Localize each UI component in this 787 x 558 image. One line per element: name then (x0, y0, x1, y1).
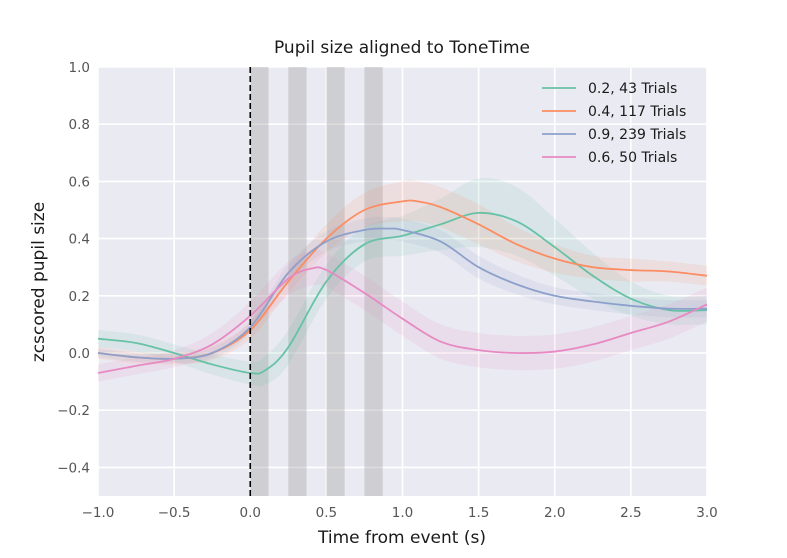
x-tick-label: 0.0 (240, 505, 261, 521)
x-tick-label: 0.5 (316, 505, 337, 521)
error-band (98, 250, 707, 382)
y-tick-label: 0.4 (69, 232, 90, 248)
legend-label: 0.4, 117 Trials (588, 104, 686, 120)
shaded-windows (250, 67, 383, 496)
x-tick-label: 2.0 (544, 505, 565, 521)
x-axis-label: Time from event (s) (317, 528, 486, 548)
x-tick-label: 1.0 (392, 505, 413, 521)
error-band (98, 180, 707, 365)
shaded-window (364, 67, 383, 496)
chart-title: Pupil size aligned to ToneTime (274, 38, 530, 58)
x-tick-label: 3.0 (696, 505, 717, 521)
y-tick-label: 0.0 (69, 346, 90, 362)
legend-label: 0.9, 239 Trials (588, 127, 686, 143)
series-line (97, 227, 708, 360)
y-tick-label: 1.0 (69, 60, 90, 76)
shaded-window (250, 67, 269, 496)
series-lines (97, 199, 708, 375)
series-line (97, 266, 708, 374)
series-line (97, 211, 708, 375)
grid (97, 66, 708, 496)
y-tick-label: 0.2 (69, 289, 90, 305)
x-tick-label: 2.5 (620, 505, 641, 521)
y-tick-label: −0.2 (57, 403, 90, 419)
x-tick-label: −0.5 (158, 505, 191, 521)
legend-label: 0.2, 43 Trials (588, 81, 677, 97)
shaded-window (326, 67, 345, 496)
error-band (98, 178, 707, 387)
legend: 0.2, 43 Trials 0.4, 117 Trials 0.9, 239 Tr… (542, 81, 686, 166)
x-tick-label: 1.5 (468, 505, 489, 521)
tick-labels: −1.0 −0.5 0.0 0.5 1.0 1.5 2.0 2.5 3.0 −0.4 −0.2 0.0… (57, 60, 718, 521)
y-tick-label: 0.8 (69, 117, 90, 133)
shaded-window (288, 67, 307, 496)
y-tick-label: 0.6 (69, 174, 90, 190)
y-axis-label: zcscored pupil size (29, 202, 49, 362)
y-tick-label: −0.4 (57, 460, 90, 476)
legend-label: 0.6, 50 Trials (588, 150, 677, 166)
x-tick-label: −1.0 (82, 505, 115, 521)
